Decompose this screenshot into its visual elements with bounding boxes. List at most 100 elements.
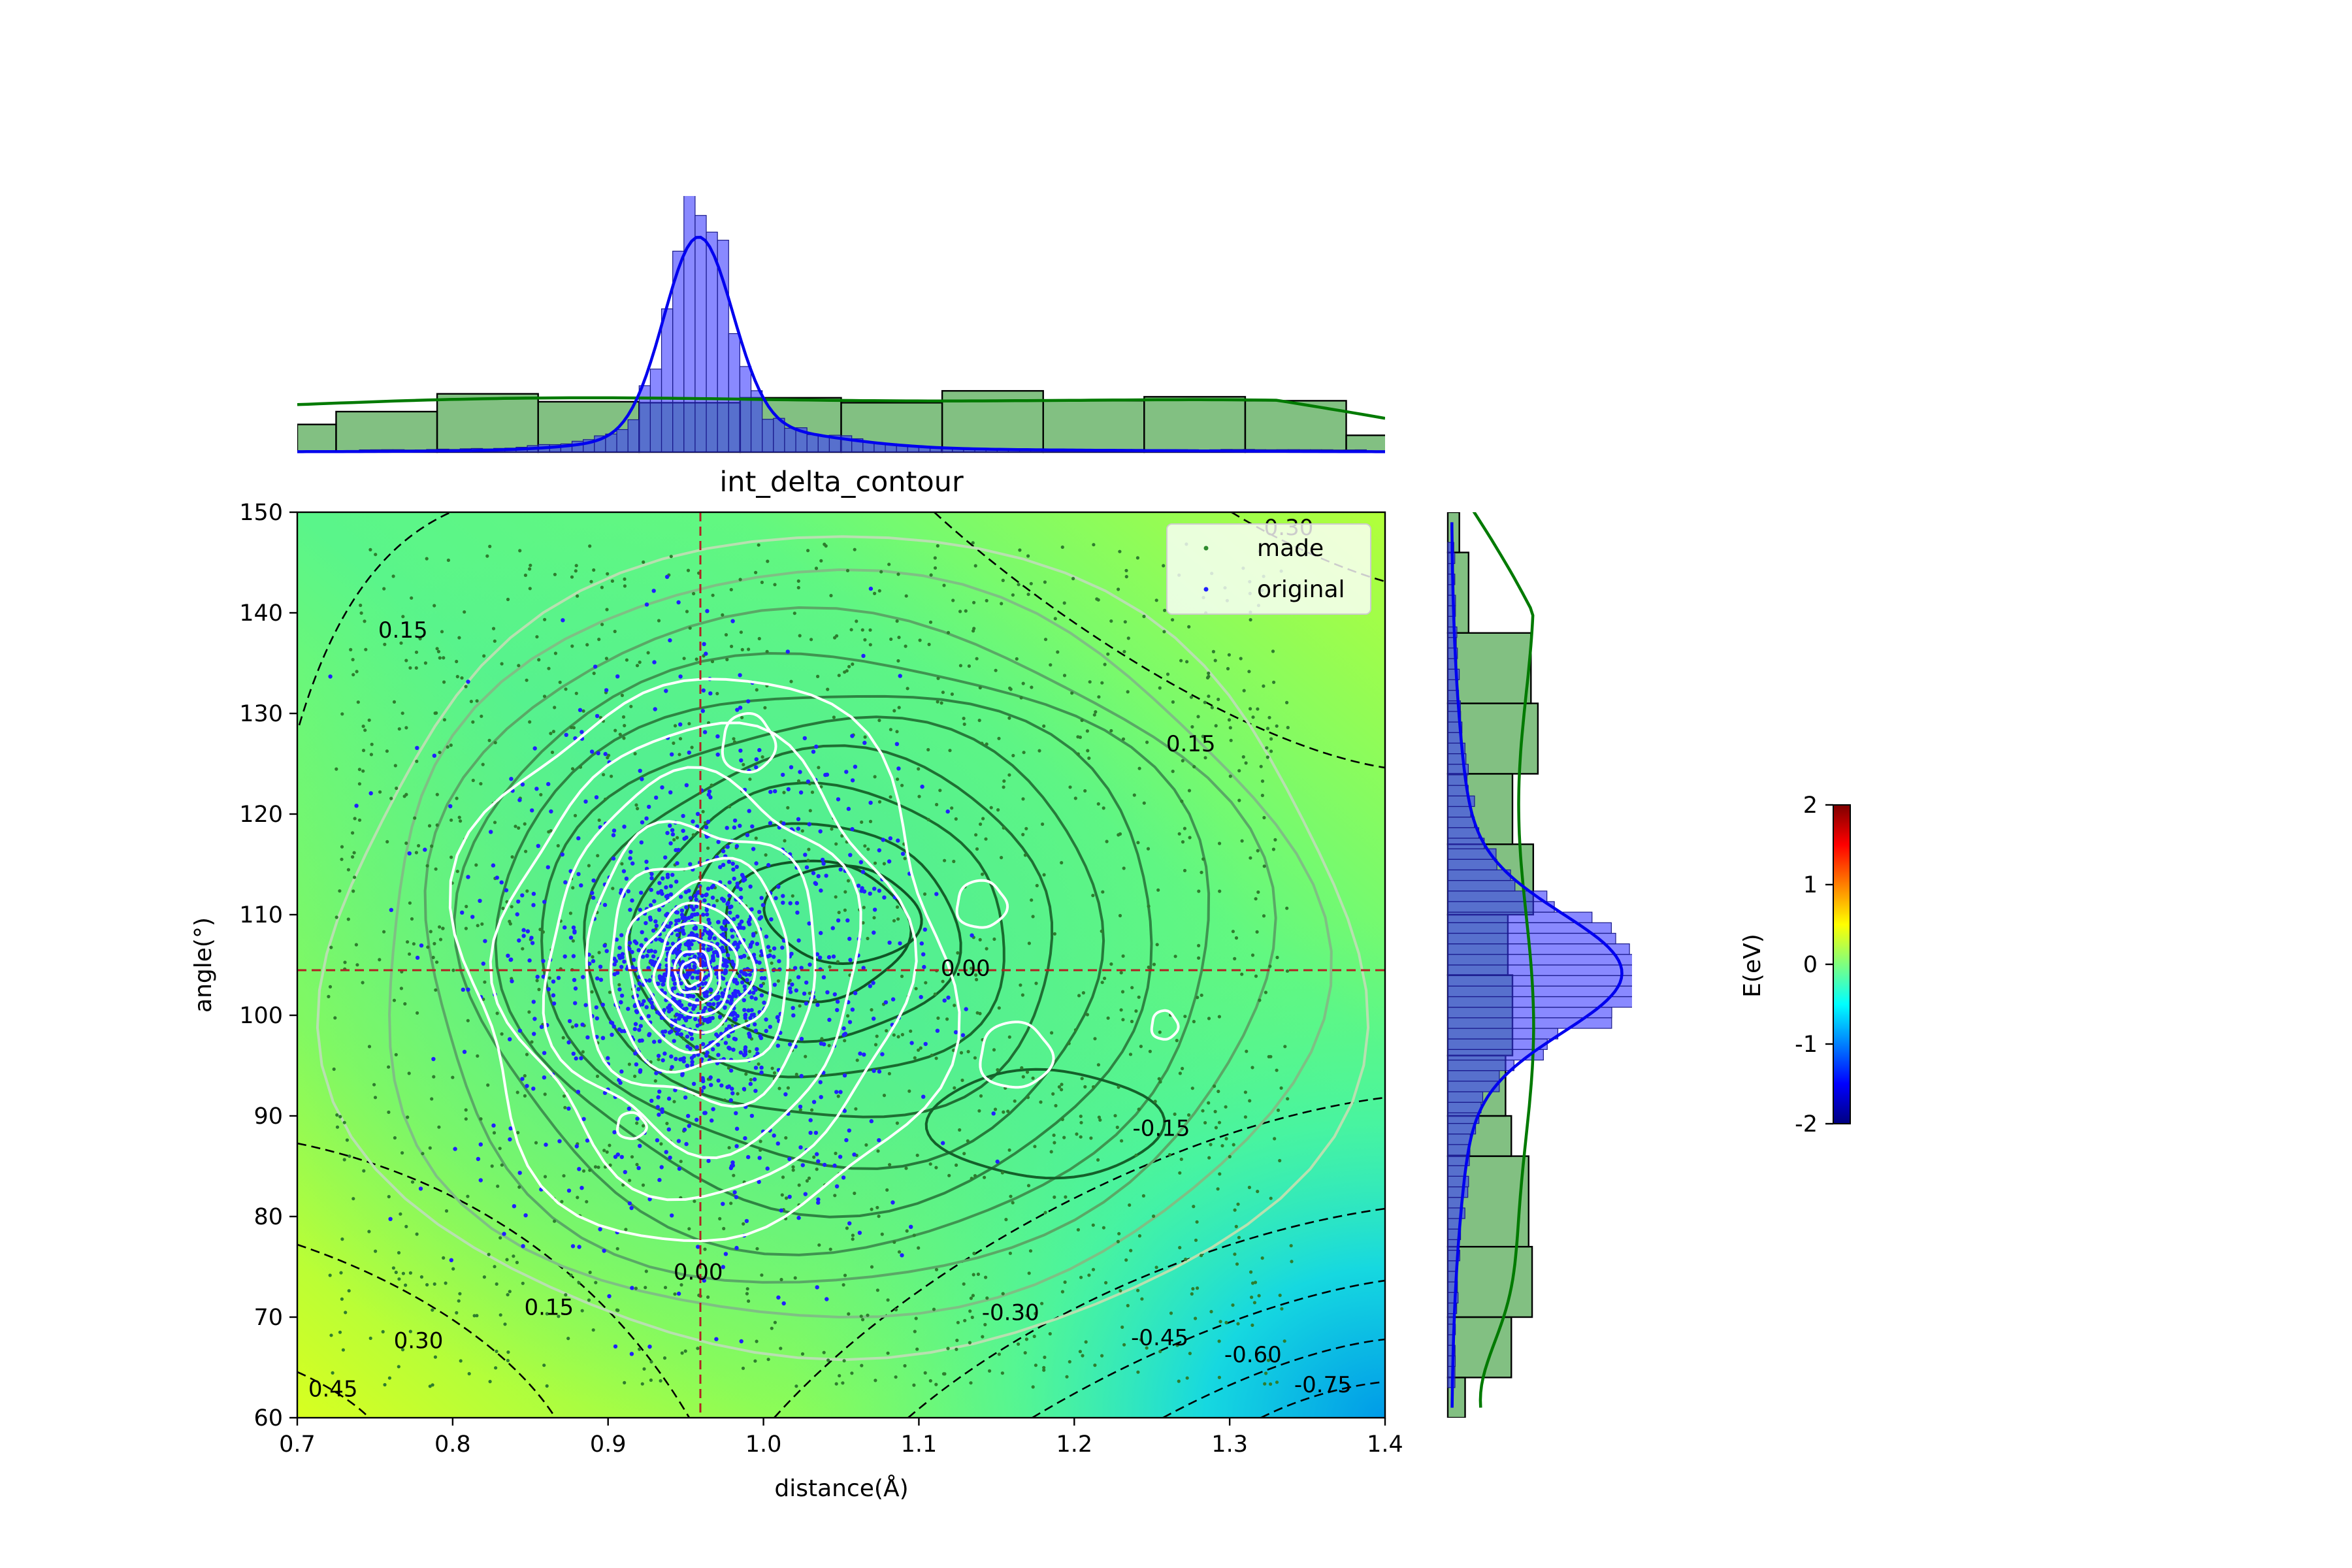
original-density-contour — [489, 721, 918, 1201]
made-point — [427, 824, 432, 828]
original-point — [693, 985, 697, 990]
made-point — [556, 843, 560, 848]
top-original-bar — [728, 333, 741, 453]
made-point — [1207, 1017, 1211, 1021]
made-point — [866, 1313, 870, 1317]
made-point — [1217, 1339, 1221, 1343]
made-point — [876, 1149, 880, 1153]
made-point — [1004, 1218, 1008, 1222]
made-point — [374, 553, 378, 557]
original-point — [671, 977, 676, 981]
original-point — [702, 898, 707, 903]
made-point — [1233, 1208, 1237, 1212]
made-point — [1183, 868, 1187, 873]
made-point — [917, 794, 921, 798]
made-point — [682, 657, 686, 661]
original-point — [534, 787, 539, 791]
original-point — [602, 943, 607, 948]
original-point — [695, 811, 700, 817]
made-point — [1093, 1364, 1097, 1367]
made-point — [954, 817, 958, 821]
made-point — [1280, 1307, 1284, 1311]
original-point — [650, 1004, 655, 1009]
original-point — [831, 954, 836, 959]
made-point — [460, 676, 464, 680]
original-point — [585, 1035, 590, 1040]
made-point — [620, 862, 624, 866]
made-point — [672, 838, 676, 841]
original-point — [816, 874, 821, 879]
made-point — [480, 714, 483, 718]
made-point — [985, 947, 988, 951]
made-point — [1269, 1382, 1273, 1386]
legend-marker-made — [1203, 546, 1209, 551]
original-point — [692, 926, 697, 931]
made-point — [463, 610, 466, 614]
made-point — [410, 596, 414, 600]
made-point — [1278, 1294, 1282, 1298]
original-point — [821, 861, 826, 866]
original-scatter — [328, 574, 1000, 1356]
right-marginal — [1446, 512, 1632, 1418]
made-point — [1011, 753, 1015, 758]
original-point — [478, 1178, 483, 1183]
made-point — [1080, 718, 1084, 723]
made-point — [860, 1364, 864, 1367]
original-point — [844, 1137, 849, 1143]
made-point — [837, 674, 841, 678]
original-point — [668, 841, 673, 846]
made-point — [904, 594, 908, 598]
original-point — [578, 708, 583, 713]
original-point — [666, 1127, 671, 1132]
original-point — [772, 983, 777, 987]
made-point — [641, 1183, 645, 1187]
made-point — [805, 1179, 809, 1183]
original-point — [825, 772, 830, 777]
made-point — [1119, 1008, 1123, 1012]
original-point — [660, 785, 664, 790]
original-point — [760, 903, 766, 907]
made-point — [382, 930, 386, 934]
original-point — [715, 1034, 721, 1039]
made-point — [357, 782, 362, 786]
made-point — [1195, 1220, 1199, 1224]
original-point — [887, 859, 892, 864]
made-point — [1100, 929, 1103, 933]
original-point — [762, 1000, 766, 1005]
made-point — [915, 1153, 919, 1157]
original-point — [868, 984, 873, 988]
made-point — [1194, 1238, 1198, 1242]
made-point — [1122, 649, 1126, 654]
original-point — [850, 734, 855, 738]
original-point — [721, 849, 726, 854]
made-point — [605, 1150, 609, 1154]
made-point — [351, 889, 355, 893]
made-point — [1083, 1085, 1087, 1089]
made-point — [687, 722, 691, 726]
original-point — [731, 962, 736, 967]
original-point — [516, 899, 521, 904]
made-point — [1121, 954, 1125, 958]
made-point — [442, 1256, 446, 1260]
original-point — [612, 828, 617, 833]
original-point — [638, 1024, 643, 1028]
original-point — [541, 974, 546, 979]
made-point — [1142, 801, 1146, 805]
made-point — [946, 1347, 950, 1350]
made-point — [1085, 1013, 1089, 1017]
made-point — [466, 1194, 470, 1198]
made-point — [343, 960, 347, 964]
original-point — [602, 1090, 608, 1096]
original-point — [861, 966, 866, 970]
made-point — [1028, 1249, 1033, 1253]
made-point — [806, 858, 810, 862]
made-point — [1029, 581, 1033, 585]
original-point — [719, 925, 725, 930]
made-density-contour — [628, 781, 1005, 1079]
original-point — [759, 993, 764, 998]
made-point — [672, 741, 676, 745]
made-point — [588, 1168, 592, 1172]
original-point — [672, 981, 678, 986]
original-point — [630, 950, 634, 955]
made-point — [760, 1273, 764, 1277]
